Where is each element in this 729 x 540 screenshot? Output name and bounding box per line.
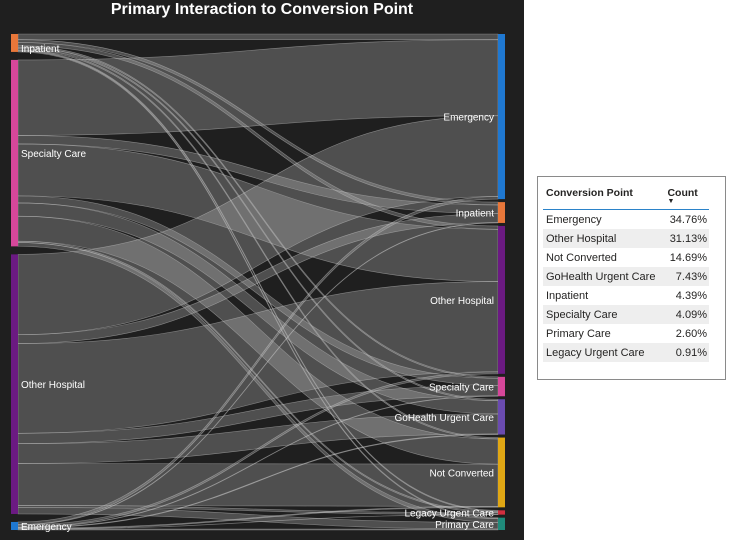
row-conversion-point: GoHealth Urgent Care	[543, 267, 665, 286]
target-node-gohealth-urgent-care[interactable]	[498, 399, 505, 435]
source-node-label-other-hospital: Other Hospital	[21, 380, 85, 391]
target-node-label-legacy-urgent-care: Legacy Urgent Care	[405, 508, 495, 519]
row-count: 2.60%	[675, 327, 707, 340]
source-node-inpatient[interactable]	[11, 34, 18, 52]
chart-title: Primary Interaction to Conversion Point	[110, 1, 414, 18]
flow-emergency-to-specialty-care[interactable]	[17, 395, 499, 528]
source-node-other-hospital[interactable]	[11, 254, 18, 514]
target-node-primary-care[interactable]	[498, 517, 505, 530]
target-node-inpatient[interactable]	[498, 202, 505, 223]
flow-emergency-to-primary-care[interactable]	[17, 528, 499, 531]
sankey-chart-panel: Inpatient Specialty Care Other Hospital Eme…	[0, 0, 524, 540]
flow-other-hospital-to-not-converted[interactable]	[17, 463, 499, 507]
source-node-label-emergency: Emergency	[21, 522, 72, 533]
table-row: Other Hospital 31.13%	[543, 229, 709, 248]
row-conversion-point: Emergency	[546, 213, 602, 226]
table-header-row: Conversion Point Count ▼	[543, 185, 709, 210]
table-row: Legacy Urgent Care 0.91%	[543, 343, 709, 362]
target-node-label-emergency: Emergency	[443, 113, 494, 124]
sankey-chart: Inpatient Specialty Care Other Hospital Eme…	[11, 33, 505, 533]
flow-inpatient-to-emergency[interactable]	[17, 33, 499, 41]
row-count: 4.39%	[675, 289, 707, 302]
sort-descending-icon: ▼	[667, 198, 675, 205]
row-count: 34.76%	[669, 213, 707, 226]
table-row: Inpatient 4.39%	[543, 286, 709, 305]
row-conversion-point: Inpatient	[546, 289, 589, 302]
target-node-emergency[interactable]	[498, 34, 505, 200]
row-count: 14.69%	[669, 251, 707, 264]
row-conversion-point: Not Converted	[546, 251, 617, 264]
row-conversion-point: Primary Care	[546, 327, 611, 340]
target-node-not-converted[interactable]	[498, 437, 505, 508]
target-node-label-gohealth-urgent-care: GoHealth Urgent Care	[395, 413, 495, 424]
source-node-emergency[interactable]	[11, 521, 18, 530]
row-conversion-point: Specialty Care	[543, 305, 665, 324]
source-node-label-inpatient: Inpatient	[21, 44, 60, 55]
target-node-legacy-urgent-care[interactable]	[498, 510, 505, 515]
table-row: Primary Care 2.60%	[543, 324, 709, 343]
conversion-table: Conversion Point Count ▼ Emergency 34.76%…	[543, 185, 709, 362]
target-node-label-primary-care: Primary Care	[435, 520, 494, 531]
target-node-label-inpatient: Inpatient	[456, 209, 495, 220]
table-row: Specialty Care 4.09%	[543, 305, 709, 324]
table-row: GoHealth Urgent Care 7.43%	[543, 267, 709, 286]
row-count: 7.43%	[664, 267, 709, 286]
target-node-label-specialty-care: Specialty Care	[429, 383, 494, 394]
table-row: Emergency 34.76%	[543, 210, 709, 230]
target-node-other-hospital[interactable]	[498, 225, 505, 374]
row-count: 31.13%	[664, 229, 709, 248]
row-conversion-point: Legacy Urgent Care	[543, 343, 665, 362]
conversion-table-panel: Conversion Point Count ▼ Emergency 34.76%…	[537, 176, 726, 380]
column-header-count[interactable]: Count ▼	[664, 185, 709, 210]
table-row: Not Converted 14.69%	[543, 248, 709, 267]
source-node-label-specialty-care: Specialty Care	[21, 149, 86, 160]
column-header-count-label: Count	[667, 187, 698, 199]
target-node-label-not-converted: Not Converted	[430, 468, 494, 479]
source-node-specialty-care[interactable]	[11, 59, 18, 247]
row-count: 0.91%	[664, 343, 709, 362]
row-count: 4.09%	[664, 305, 709, 324]
row-conversion-point: Other Hospital	[543, 229, 665, 248]
target-node-label-other-hospital: Other Hospital	[430, 296, 494, 307]
column-header-conversion-point[interactable]: Conversion Point	[543, 185, 665, 210]
target-node-specialty-care[interactable]	[498, 376, 505, 397]
flow-emergency-to-not-converted[interactable]	[17, 506, 499, 530]
